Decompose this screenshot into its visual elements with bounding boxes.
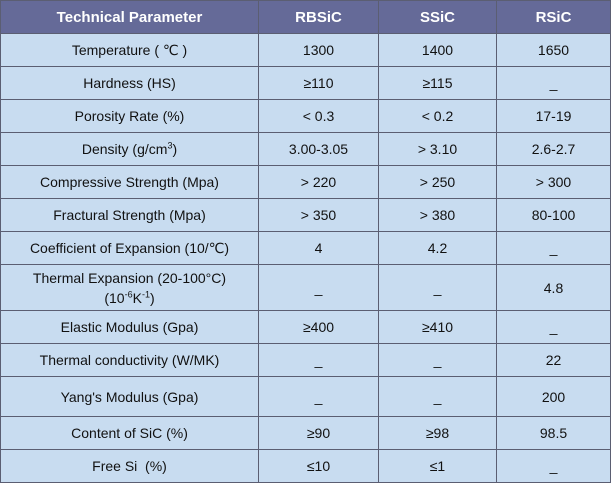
param-text: Density (g/cm	[81, 141, 168, 157]
table-row: Thermal Expansion (20-100°C) (10-6K-1) _…	[0, 264, 611, 311]
header-row: Technical Parameter RBSiC SSiC RSiC	[0, 0, 611, 34]
param-text: K	[132, 289, 142, 306]
param-cell: Fractural Strength (Mpa)	[0, 198, 259, 232]
ssic-cell: < 0.2	[378, 99, 497, 133]
rsic-cell: 2.6-2.7	[496, 132, 611, 166]
ssic-cell: _	[378, 343, 497, 377]
param-unit-line: (10-6K-1)	[5, 288, 254, 308]
rbsic-cell: ≥90	[258, 416, 379, 450]
table-row: Fractural Strength (Mpa) > 350 > 380 80-…	[0, 198, 611, 232]
param-cell: Compressive Strength (Mpa)	[0, 165, 259, 199]
table-row: Elastic Modulus (Gpa) ≥400 ≥410 _	[0, 310, 611, 344]
table-row: Yang's Modulus (Gpa) _ _ 200	[0, 376, 611, 417]
header-technical-parameter: Technical Parameter	[0, 0, 259, 34]
param-cell: Density (g/cm3)	[0, 132, 259, 166]
table-row: Density (g/cm3) 3.00-3.05 > 3.10 2.6-2.7	[0, 132, 611, 166]
param-cell: Thermal Expansion (20-100°C) (10-6K-1)	[0, 264, 259, 311]
table-row: Coefficient of Expansion (10/℃) 4 4.2 _	[0, 231, 611, 265]
ssic-cell: ≥410	[378, 310, 497, 344]
ssic-cell: ≥115	[378, 66, 497, 100]
param-text: (10	[104, 289, 125, 306]
rbsic-cell: < 0.3	[258, 99, 379, 133]
ssic-cell: ≥98	[378, 416, 497, 450]
rsic-cell: 17-19	[496, 99, 611, 133]
ssic-cell: _	[378, 264, 497, 311]
param-cell: Thermal conductivity (W/MK)	[0, 343, 259, 377]
rsic-cell: 80-100	[496, 198, 611, 232]
table-row: Free Si (%) ≤10 ≤1 _	[0, 449, 611, 483]
param-superscript: -6	[124, 288, 133, 299]
rbsic-cell: ≤10	[258, 449, 379, 483]
param-cell: Temperature ( ℃ )	[0, 33, 259, 67]
rsic-cell: _	[496, 449, 611, 483]
header-ssic: SSiC	[378, 0, 497, 34]
rbsic-cell: _	[258, 264, 379, 311]
rsic-cell: _	[496, 231, 611, 265]
param-cell: Yang's Modulus (Gpa)	[0, 376, 259, 417]
table-row: Compressive Strength (Mpa) > 220 > 250 >…	[0, 165, 611, 199]
param-cell: Content of SiC (%)	[0, 416, 259, 450]
rbsic-cell: > 220	[258, 165, 379, 199]
ssic-cell: 1400	[378, 33, 497, 67]
rsic-cell: _	[496, 66, 611, 100]
rbsic-cell: 3.00-3.05	[258, 132, 379, 166]
param-superscript: 3	[167, 140, 173, 151]
rsic-cell: > 300	[496, 165, 611, 199]
param-cell: Hardness (HS)	[0, 66, 259, 100]
rsic-cell: 1650	[496, 33, 611, 67]
ssic-cell: > 3.10	[378, 132, 497, 166]
ssic-cell: _	[378, 376, 497, 417]
param-text: )	[149, 289, 155, 306]
param-cell: Coefficient of Expansion (10/℃)	[0, 231, 259, 265]
ssic-cell: > 250	[378, 165, 497, 199]
table-row: Thermal conductivity (W/MK) _ _ 22	[0, 343, 611, 377]
rbsic-cell: _	[258, 376, 379, 417]
ssic-cell: > 380	[378, 198, 497, 232]
rsic-cell: 200	[496, 376, 611, 417]
ssic-cell: ≤1	[378, 449, 497, 483]
table-row: Content of SiC (%) ≥90 ≥98 98.5	[0, 416, 611, 450]
rsic-cell: _	[496, 310, 611, 344]
rbsic-cell: 1300	[258, 33, 379, 67]
param-cell: Free Si (%)	[0, 449, 259, 483]
header-rbsic: RBSiC	[258, 0, 379, 34]
rbsic-cell: ≥400	[258, 310, 379, 344]
rbsic-cell: _	[258, 343, 379, 377]
param-cell: Elastic Modulus (Gpa)	[0, 310, 259, 344]
rbsic-cell: 4	[258, 231, 379, 265]
rbsic-cell: ≥110	[258, 66, 379, 100]
table-row: Hardness (HS) ≥110 ≥115 _	[0, 66, 611, 100]
table-row: Temperature ( ℃ ) 1300 1400 1650	[0, 33, 611, 67]
header-rsic: RSiC	[496, 0, 611, 34]
param-superscript: -1	[141, 288, 150, 299]
param-cell: Porosity Rate (%)	[0, 99, 259, 133]
rsic-cell: 4.8	[496, 264, 611, 311]
param-text: )	[172, 141, 178, 157]
rsic-cell: 22	[496, 343, 611, 377]
ssic-cell: 4.2	[378, 231, 497, 265]
table-row: Porosity Rate (%) < 0.3 < 0.2 17-19	[0, 99, 611, 133]
rbsic-cell: > 350	[258, 198, 379, 232]
rsic-cell: 98.5	[496, 416, 611, 450]
param-text: Thermal Expansion (20-100°C)	[32, 269, 227, 286]
